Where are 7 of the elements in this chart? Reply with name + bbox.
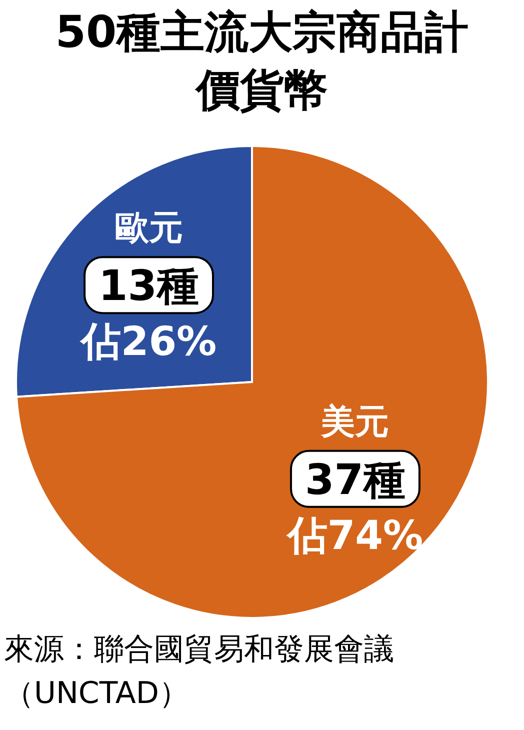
- text: 來源：聯合國貿易和發展會議（UNCTAD）: [4, 631, 395, 713]
- slice-label: 歐元: [114, 208, 183, 248]
- slice-label: 美元: [320, 402, 390, 442]
- pie-slice: [15, 145, 489, 619]
- data-label: 13種佔26%: [78, 261, 217, 366]
- chart-title: 50種主流大宗商品計價貨幣: [54, 6, 470, 118]
- data-label: 37種佔74%: [285, 454, 424, 559]
